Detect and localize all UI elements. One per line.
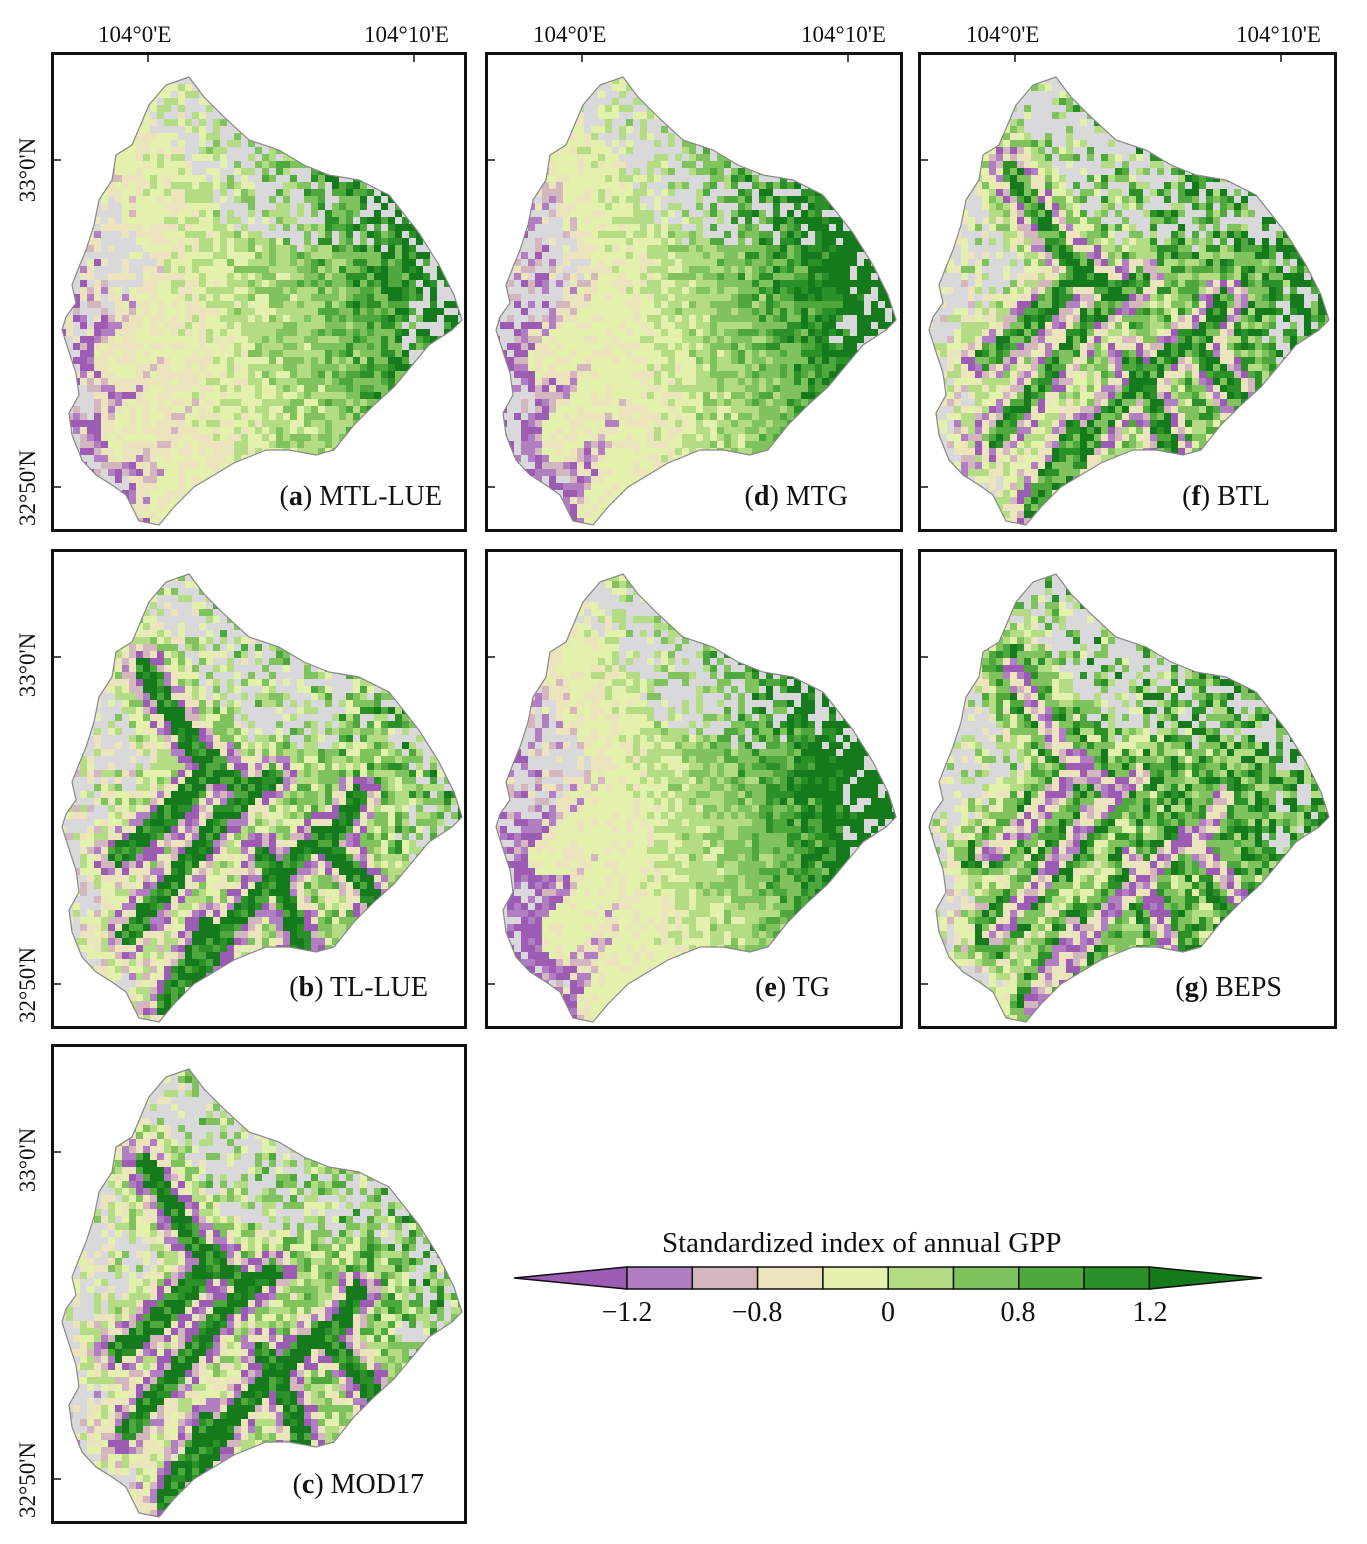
map-canvas-c <box>54 1068 463 1518</box>
panel-a-title: MTL-LUE <box>319 481 442 512</box>
panel-c-map: (c) MOD17 <box>51 1044 467 1524</box>
panel-c-letter: c <box>302 1469 314 1500</box>
colorbar-under-triangle <box>513 1266 628 1290</box>
map-canvas-e <box>488 573 897 1023</box>
gpp-raster <box>929 574 1329 1022</box>
panel-a-letter: a <box>289 481 303 512</box>
watershed-outline <box>928 573 1330 1023</box>
lon-label-f-2: 104°10'E <box>1236 22 1321 48</box>
panel-g-label: (g) BEPS <box>1175 972 1282 1004</box>
panel-b-letter: b <box>299 972 315 1003</box>
lat-label-row1-3250: 32°50'N <box>15 450 41 526</box>
panel-c-label: (c) MOD17 <box>293 1469 424 1501</box>
lon-label-a-1: 104°0'E <box>98 22 171 48</box>
panel-f-title: BTL <box>1217 481 1270 512</box>
lon-label-d-1: 104°0'E <box>533 22 606 48</box>
panel-e-label: (e) TG <box>755 972 830 1004</box>
map-canvas-f <box>921 55 1330 526</box>
colorbar-bin <box>887 1266 955 1290</box>
panel-g-title: BEPS <box>1215 972 1282 1003</box>
panel-g-map: (g) BEPS <box>918 549 1337 1029</box>
gpp-raster <box>62 77 462 525</box>
lon-label-f-1: 104°0'E <box>966 22 1039 48</box>
colorbar-bin <box>626 1266 694 1290</box>
panel-b-label: (b) TL-LUE <box>289 972 428 1004</box>
lon-label-d-2: 104°10'E <box>801 22 886 48</box>
panel-e-letter: e <box>764 972 776 1003</box>
colorbar-bin <box>822 1266 889 1290</box>
panel-b-title: TL-LUE <box>330 972 428 1003</box>
panel-a-map: (a) MTL-LUE <box>51 52 467 532</box>
lon-label-a-2: 104°10'E <box>364 22 449 48</box>
lat-label-row3-33: 33°0'N <box>15 1128 41 1192</box>
panel-f-map: (f) BTL <box>918 52 1337 532</box>
lat-label-row3-3250: 32°50'N <box>15 1442 41 1518</box>
lat-label-row2-33: 33°0'N <box>15 633 41 697</box>
colorbar-tick-label: −0.8 <box>732 1297 783 1329</box>
colorbar-tick-label: 1.2 <box>1133 1297 1168 1329</box>
colorbar-bin <box>756 1266 824 1290</box>
panel-e-map: (e) TG <box>485 549 903 1029</box>
watershed-outline <box>928 76 1330 526</box>
colorbar-tick-label: −1.2 <box>602 1297 653 1329</box>
colorbar-bin <box>952 1266 1020 1290</box>
watershed-outline <box>61 573 463 1023</box>
watershed-outline <box>61 76 463 526</box>
colorbar-title: Standardized index of annual GPP <box>662 1227 1061 1260</box>
watershed-outline <box>495 76 897 526</box>
gpp-raster <box>62 574 462 1022</box>
panel-d-title: MTG <box>786 481 848 512</box>
lat-label-row2-3250: 32°50'N <box>15 947 41 1023</box>
panel-f-label: (f) BTL <box>1182 481 1270 513</box>
colorbar-tick-label: 0.8 <box>1001 1297 1036 1329</box>
panel-f-letter: f <box>1191 481 1200 512</box>
colorbar-bin <box>691 1266 759 1290</box>
panel-a-label: (a) MTL-LUE <box>279 481 442 513</box>
map-canvas-a <box>54 55 463 526</box>
panel-c-title: MOD17 <box>331 1469 424 1500</box>
panel-b-map: (b) TL-LUE <box>51 549 467 1029</box>
map-canvas-g <box>921 573 1330 1023</box>
colorbar-tick-label: 0 <box>881 1297 895 1329</box>
lat-label-row1-33: 33°0'N <box>15 138 41 202</box>
panel-e-title: TG <box>793 972 830 1003</box>
map-canvas-d <box>488 55 897 526</box>
watershed-outline <box>61 1068 463 1518</box>
panel-d-map: (d) MTG <box>485 52 903 532</box>
panel-d-label: (d) MTG <box>745 481 848 513</box>
colorbar-over-triangle <box>1148 1266 1263 1290</box>
colorbar-bin <box>1083 1266 1151 1290</box>
watershed-outline <box>495 573 897 1023</box>
map-canvas-b <box>54 573 463 1023</box>
panel-g-letter: g <box>1185 972 1199 1003</box>
panel-d-letter: d <box>754 481 770 512</box>
gpp-raster <box>496 574 896 1022</box>
gpp-raster <box>929 77 1329 525</box>
colorbar-bin <box>1018 1266 1085 1290</box>
